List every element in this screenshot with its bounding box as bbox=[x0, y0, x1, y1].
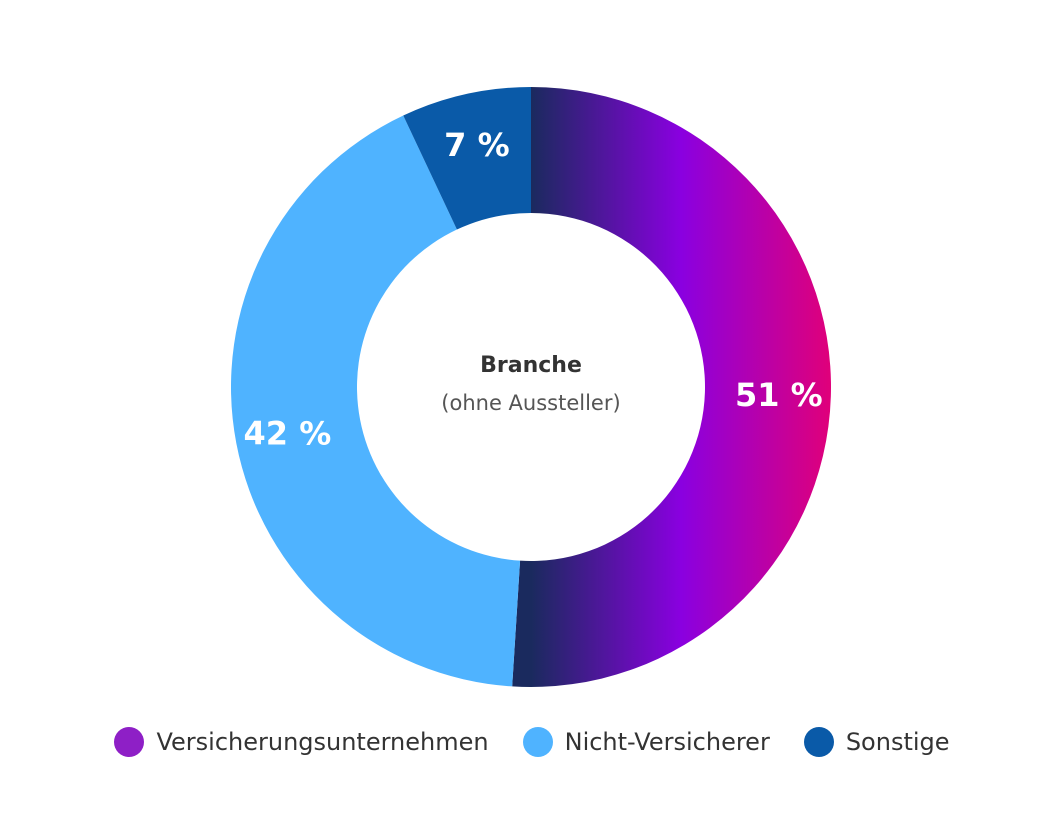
legend-swatch-nicht-versicherer bbox=[522, 727, 553, 757]
donut-slices bbox=[231, 87, 831, 687]
donut-slice-label-versicherungsunternehmen: 51 % bbox=[735, 376, 823, 414]
donut-slice-label-sonstige: 7 % bbox=[444, 126, 509, 164]
donut-chart-svg: 51 % 42 % 7 % Branche (ohne Aussteller) bbox=[231, 87, 831, 687]
donut-slice-sonstige bbox=[403, 87, 531, 230]
legend-swatch-sonstige bbox=[803, 727, 834, 757]
legend-item-nicht-versicherer: Nicht-Versicherer bbox=[522, 727, 770, 757]
donut-slice-versicherungsunternehmen bbox=[512, 87, 831, 687]
donut-slice-nicht-versicherer bbox=[231, 115, 521, 687]
legend-label-sonstige: Sonstige bbox=[845, 728, 950, 756]
donut-slice-labels: 51 % 42 % 7 % bbox=[244, 126, 823, 452]
legend-swatch-versicherungsunternehmen bbox=[114, 727, 145, 757]
legend-label-nicht-versicherer: Nicht-Versicherer bbox=[564, 728, 770, 756]
donut-center-subtitle: (ohne Aussteller) bbox=[441, 391, 620, 415]
chart-legend: Versicherungsunternehmen Nicht-Versicher… bbox=[0, 722, 1064, 762]
donut-center-title: Branche bbox=[480, 353, 582, 378]
donut-slice-label-nicht-versicherer: 42 % bbox=[244, 414, 332, 452]
legend-item-sonstige: Sonstige bbox=[803, 727, 950, 757]
legend-item-versicherungsunternehmen: Versicherungsunternehmen bbox=[114, 727, 489, 757]
legend-label-versicherungsunternehmen: Versicherungsunternehmen bbox=[156, 728, 489, 756]
